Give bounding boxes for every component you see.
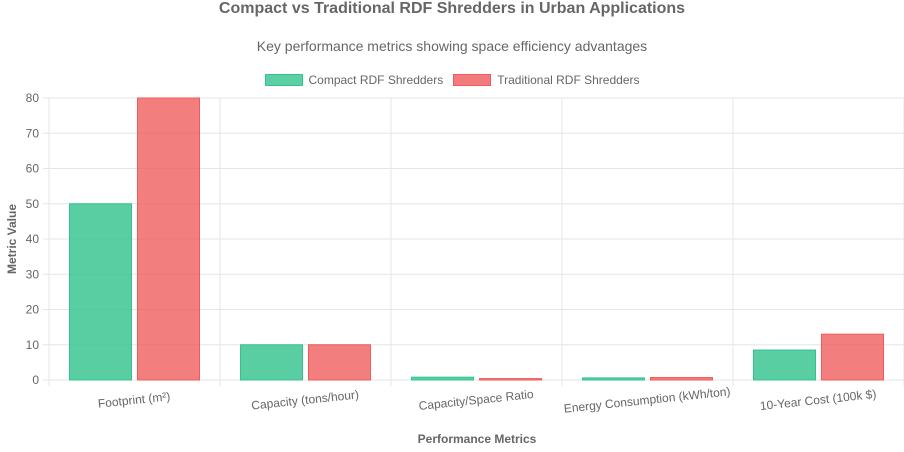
bar-traditional[interactable]	[479, 378, 542, 381]
bar-compact[interactable]	[240, 344, 303, 381]
y-axis: 0 10 20 30 40 50 60 70 80	[26, 91, 40, 387]
x-tick-label: Energy Consumption (kWh/ton)	[563, 384, 731, 415]
x-tick-label: Capacity (tons/hour)	[251, 387, 360, 412]
bar-traditional[interactable]	[821, 333, 884, 381]
x-tick-label: Capacity/Space Ratio	[418, 387, 535, 413]
x-tick-label: Footprint (m²)	[97, 389, 171, 411]
bars	[69, 97, 884, 381]
bar-compact[interactable]	[582, 377, 645, 381]
legend-label-traditional: Traditional RDF Shredders	[497, 73, 640, 87]
y-tick-label: 30	[26, 267, 40, 281]
chart-title: Compact vs Traditional RDF Shredders in …	[218, 0, 686, 17]
bar-compact[interactable]	[69, 203, 132, 381]
bar-traditional[interactable]	[137, 97, 200, 381]
legend-swatch-compact	[264, 74, 303, 86]
y-axis-title: Metric Value	[5, 204, 19, 274]
y-tick-label: 40	[26, 232, 40, 246]
y-tick-label: 0	[32, 373, 39, 387]
bar-compact[interactable]	[753, 349, 816, 381]
legend: Compact RDF Shredders Traditional RDF Sh…	[0, 73, 904, 87]
y-tick-label: 80	[26, 91, 40, 105]
bar-traditional[interactable]	[650, 377, 713, 381]
x-tick-label: 10-Year Cost (100k $)	[759, 387, 877, 413]
chart-subtitle: Key performance metrics showing space ef…	[256, 38, 648, 54]
legend-item-compact[interactable]: Compact RDF Shredders	[264, 73, 444, 87]
y-tick-label: 50	[26, 197, 40, 211]
y-tick-label: 10	[26, 338, 40, 352]
legend-swatch-traditional	[453, 74, 492, 86]
bar-traditional[interactable]	[308, 344, 371, 381]
x-axis: Footprint (m²) Capacity (tons/hour) Capaci…	[97, 384, 877, 415]
legend-item-traditional[interactable]: Traditional RDF Shredders	[453, 73, 640, 87]
legend-label-compact: Compact RDF Shredders	[308, 73, 444, 87]
bar-compact[interactable]	[411, 376, 474, 381]
y-tick-label: 20	[26, 303, 40, 317]
y-tick-label: 60	[26, 162, 40, 176]
x-axis-title: Performance Metrics	[418, 432, 537, 446]
y-tick-label: 70	[26, 126, 40, 140]
